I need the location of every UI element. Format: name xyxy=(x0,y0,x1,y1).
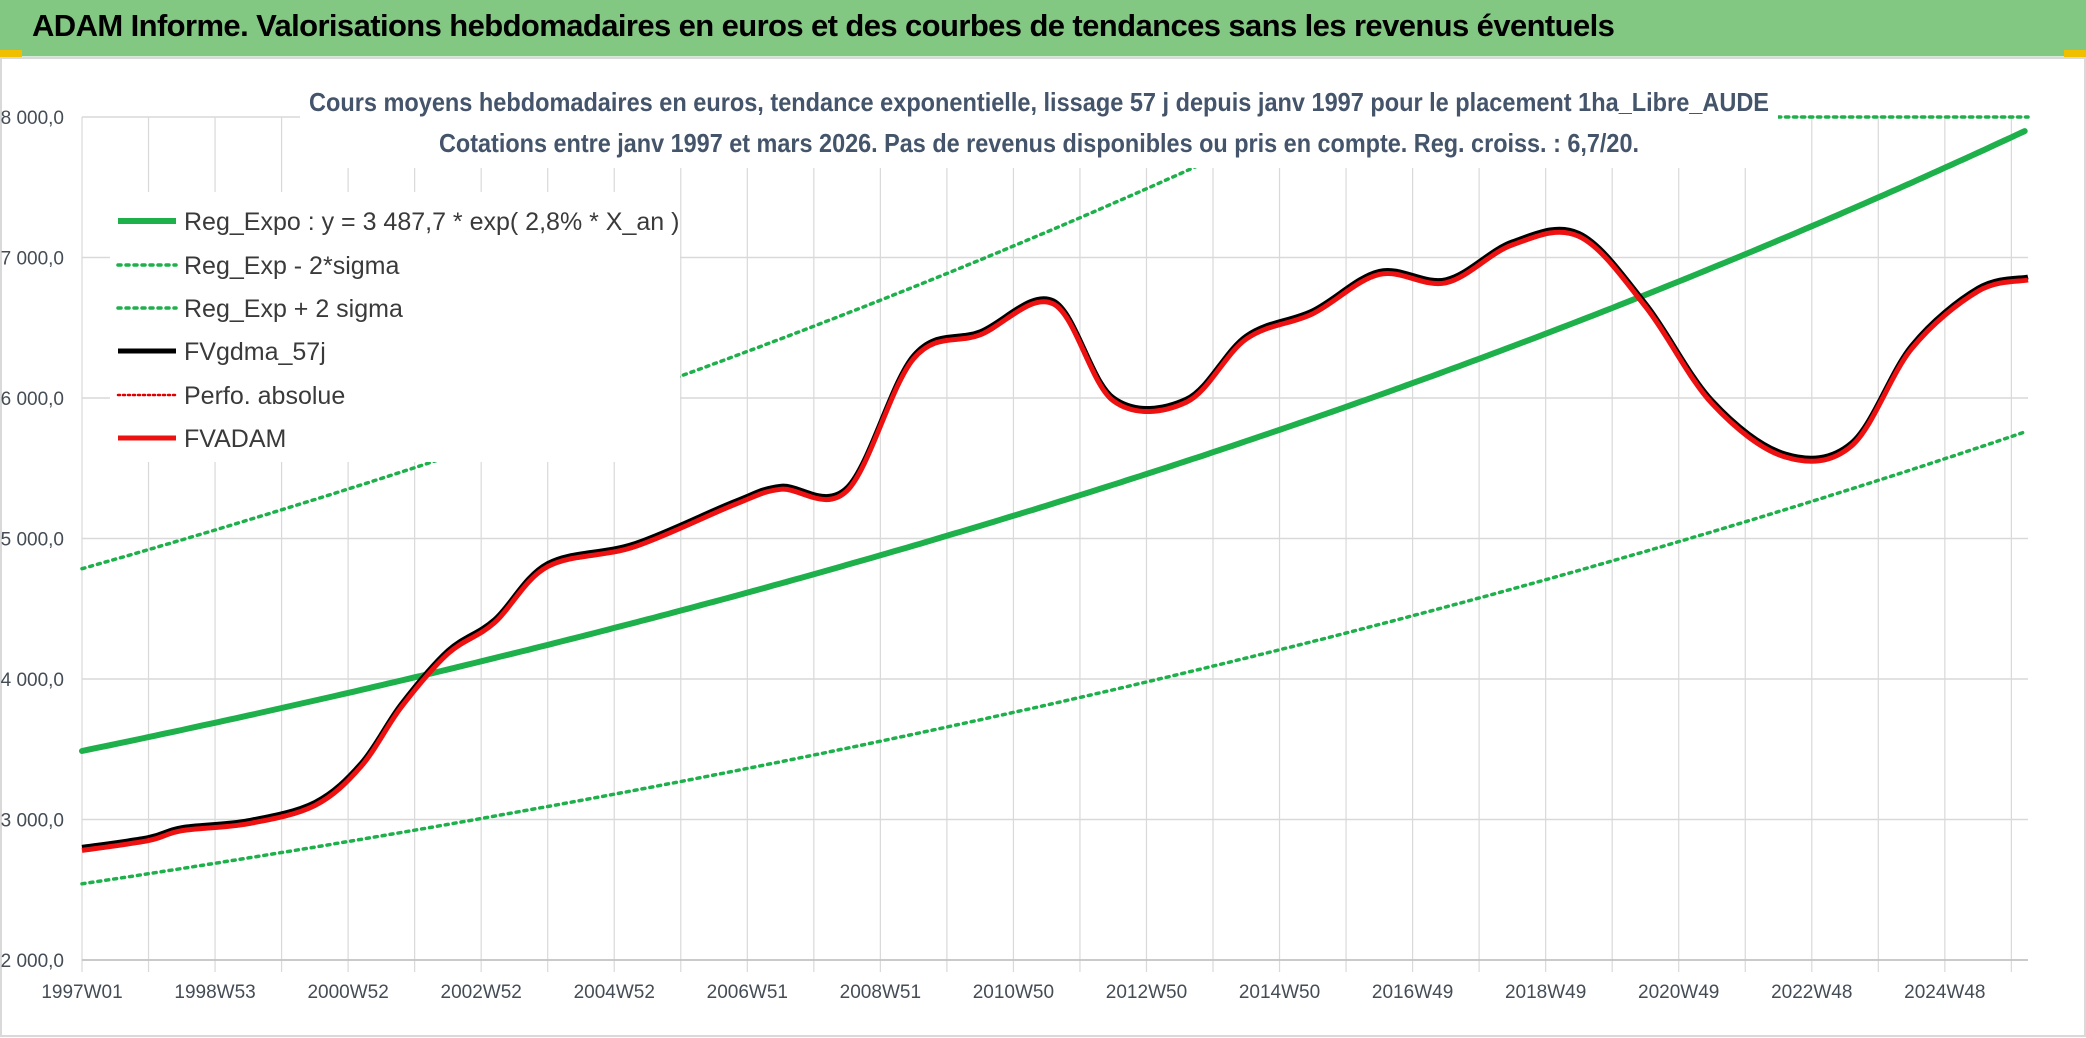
y-tick-label: 3 000,0 xyxy=(1,811,64,832)
y-tick-label: 7 000,0 xyxy=(1,249,64,270)
legend-label: FVADAM xyxy=(184,425,286,453)
x-tick-label: 2024W48 xyxy=(1904,982,1985,1003)
x-tick-label: 2014W50 xyxy=(1239,982,1320,1003)
y-tick-label: 8 000,0 xyxy=(1,108,64,129)
legend-label: Reg_Exp + 2 sigma xyxy=(184,295,403,323)
chart-title-line-1: Cours moyens hebdomadaires en euros, ten… xyxy=(309,87,1769,117)
series-reg-expo-line xyxy=(79,128,2028,754)
x-tick-label: 2012W50 xyxy=(1106,982,1187,1003)
x-tick-label: 2010W50 xyxy=(973,982,1054,1003)
series-fvadam-line xyxy=(81,229,2029,853)
x-tick-label: 2020W49 xyxy=(1638,982,1719,1003)
x-axis: 1997W01 1998W53 2000W52 2002W52 2004W52 2006W… xyxy=(41,982,1985,1003)
legend-background xyxy=(110,192,680,462)
legend-label: Reg_Expo : y = 3 487,7 * exp( 2,8% * X_a… xyxy=(184,208,679,236)
y-tick-label: 4 000,0 xyxy=(1,670,64,691)
x-tick-label: 2008W51 xyxy=(840,982,921,1003)
x-tick-label: 2018W49 xyxy=(1505,982,1586,1003)
series-reg-upper-line xyxy=(80,116,1302,571)
legend: Reg_Expo : y = 3 487,7 * exp( 2,8% * X_a… xyxy=(110,192,680,462)
x-tick-label: 1998W53 xyxy=(174,982,255,1003)
chart-title-block: Cours moyens hebdomadaires en euros, ten… xyxy=(300,82,1778,168)
plot-area xyxy=(79,115,2030,886)
x-tick-label: 2002W52 xyxy=(441,982,522,1003)
x-tick-label: 1997W01 xyxy=(41,982,122,1003)
chart-border xyxy=(0,57,2086,1037)
y-axis: 2 000,0 3 000,0 4 000,0 5 000,0 6 000,0 7 000… xyxy=(1,108,64,972)
title-background xyxy=(300,82,1778,168)
banner-title: ADAM Informe. Valorisations hebdomadaire… xyxy=(32,8,1615,43)
x-tick-label: 2016W49 xyxy=(1372,982,1453,1003)
header-banner: ADAM Informe. Valorisations hebdomadaire… xyxy=(0,0,2086,58)
series-reg-lower-line xyxy=(80,430,2027,886)
chart-title-line-2: Cotations entre janv 1997 et mars 2026. … xyxy=(439,128,1639,158)
legend-label: Perfo. absolue xyxy=(184,382,345,410)
x-tick-label: 2006W51 xyxy=(707,982,788,1003)
corner-marker-left xyxy=(0,50,22,58)
legend-label: Reg_Exp - 2*sigma xyxy=(184,252,399,280)
corner-marker-right xyxy=(2064,50,2086,58)
y-tick-label: 5 000,0 xyxy=(1,530,64,551)
y-tick-label: 6 000,0 xyxy=(1,389,64,410)
legend-label: FVgdma_57j xyxy=(184,338,326,366)
x-tick-label: 2022W48 xyxy=(1771,982,1852,1003)
x-tick-label: 2004W52 xyxy=(574,982,655,1003)
y-tick-label: 2 000,0 xyxy=(1,951,64,972)
x-tick-label: 2000W52 xyxy=(307,982,388,1003)
